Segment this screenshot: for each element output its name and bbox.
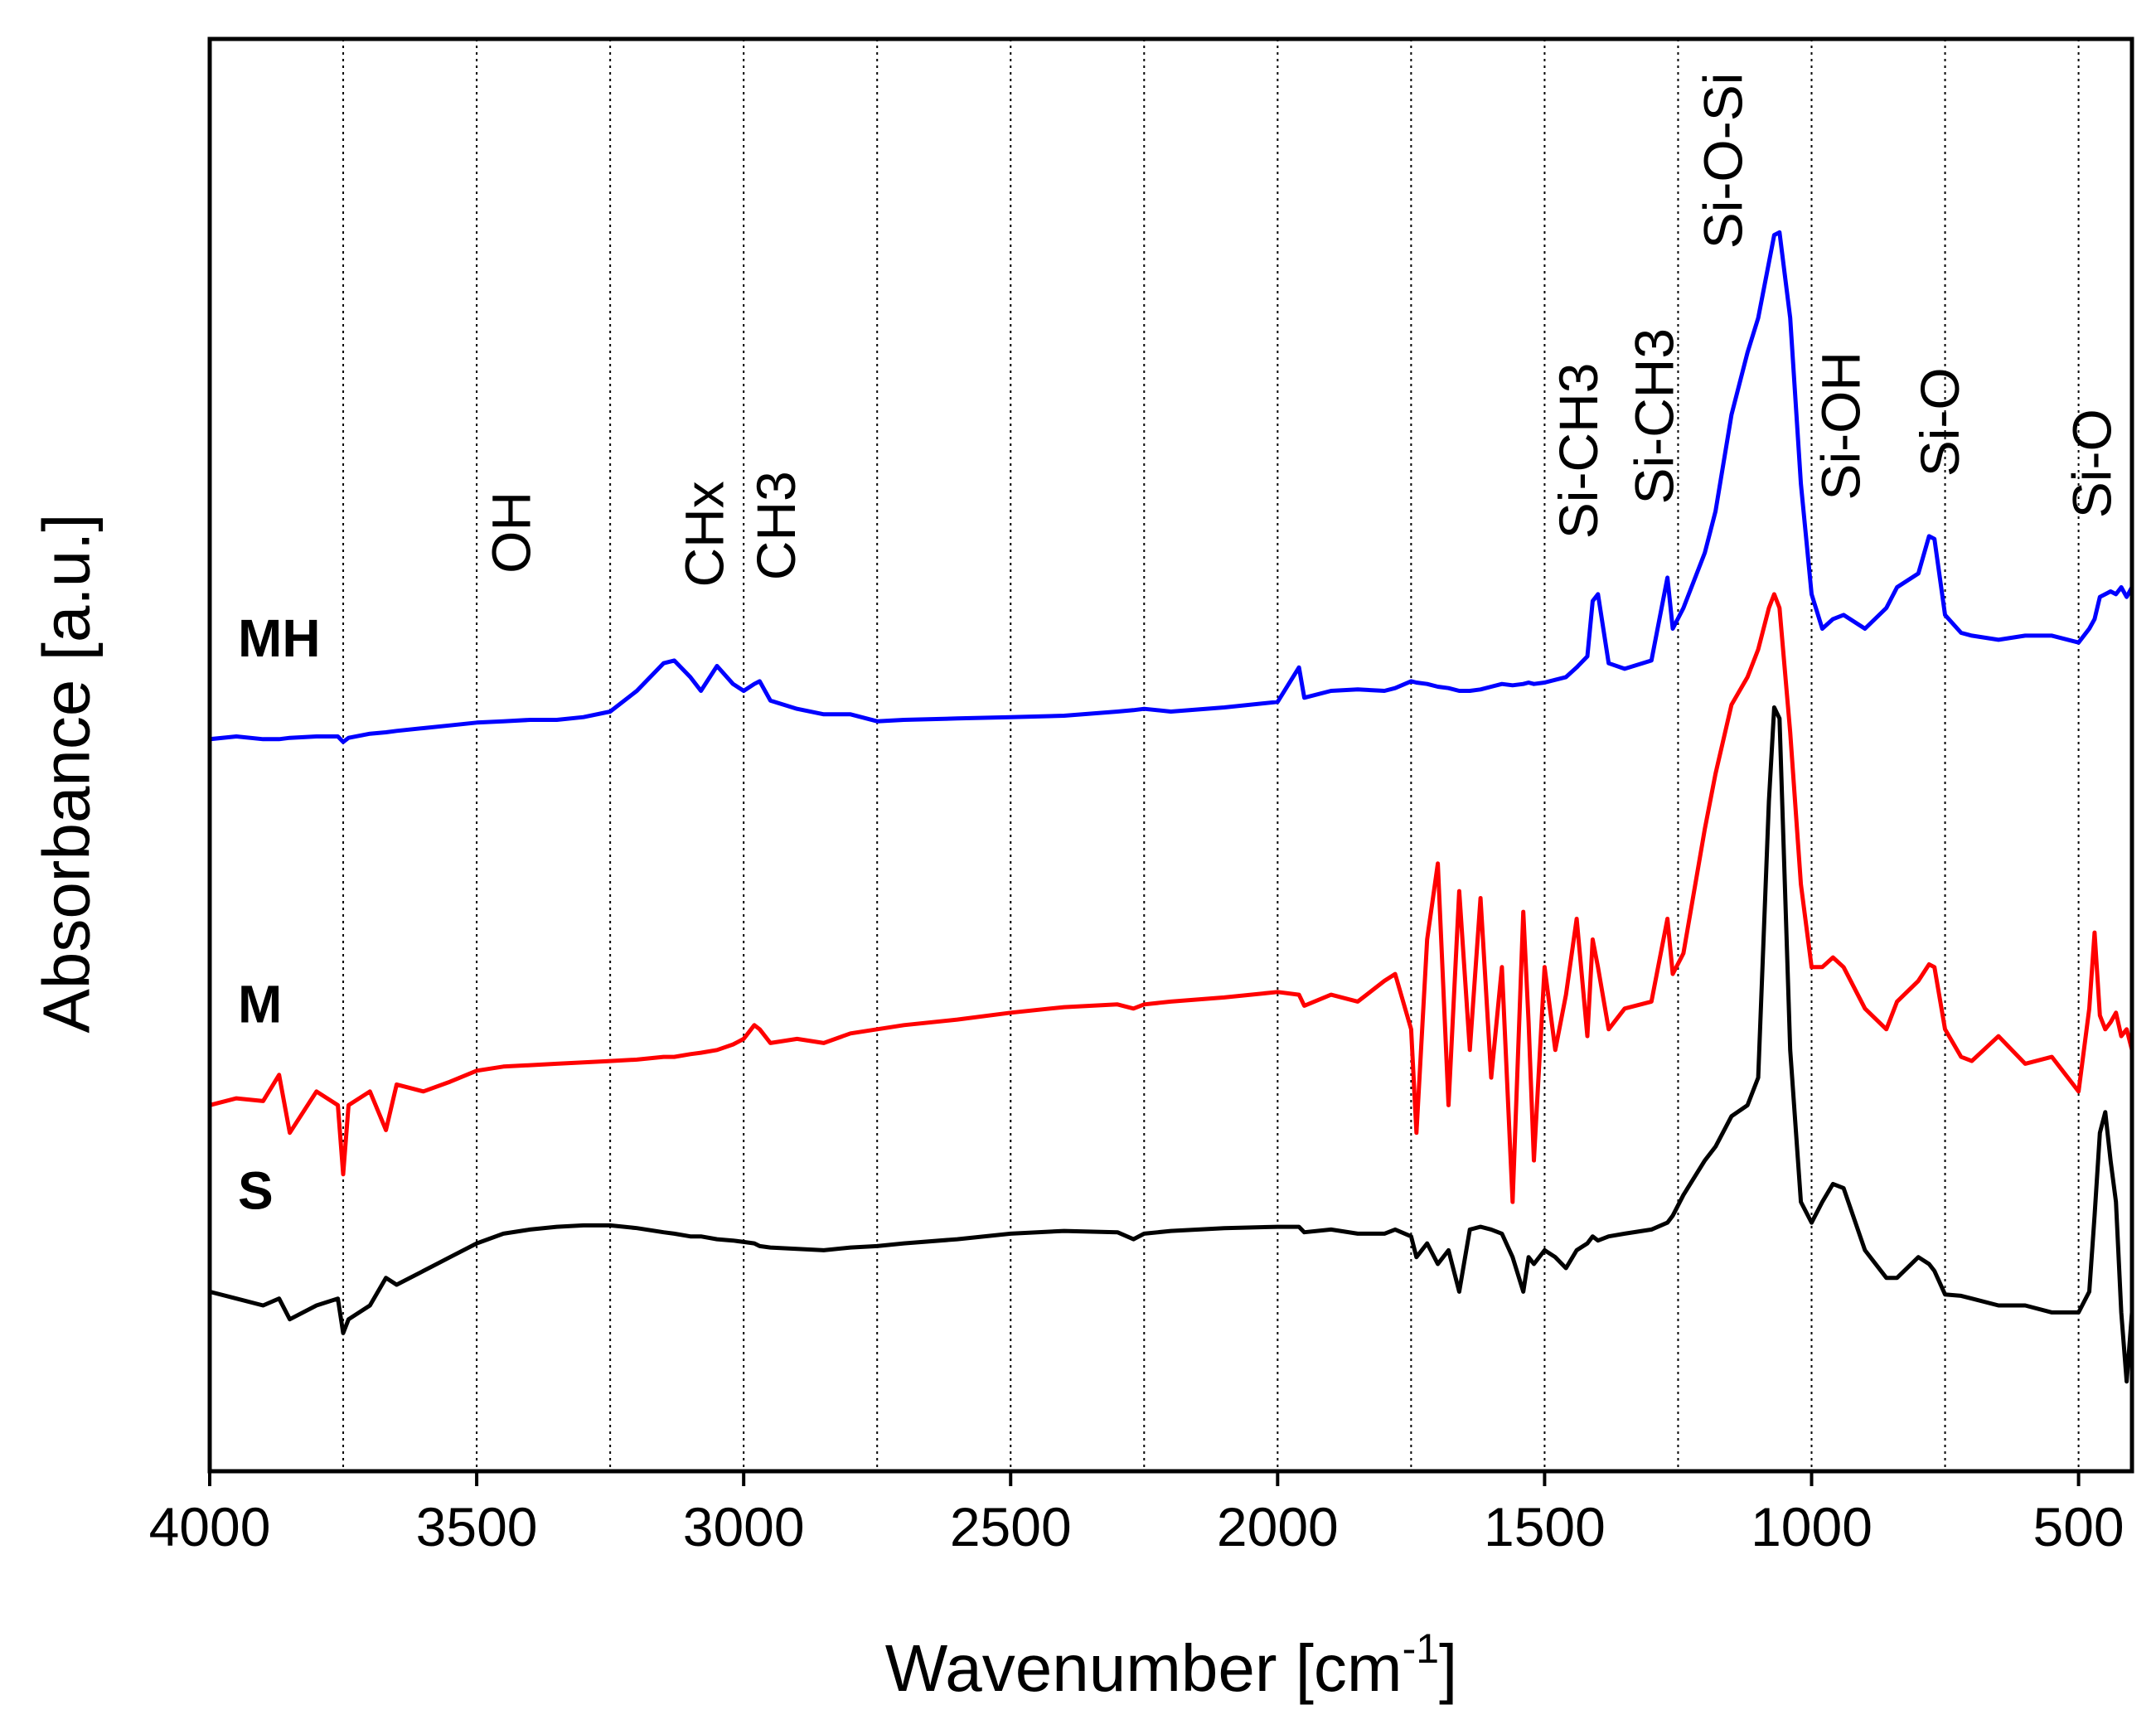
series-label: MH — [238, 608, 321, 668]
peak-annotation: OH — [480, 492, 541, 574]
x-tick-label: 2500 — [950, 1496, 1072, 1557]
x-tick-label: 500 — [2033, 1496, 2125, 1557]
series-label: S — [238, 1160, 274, 1220]
peak-annotation: CHx — [673, 481, 734, 587]
peak-annotation: CH3 — [745, 471, 807, 580]
peak-annotation: Si-O — [2062, 409, 2123, 518]
x-tick-label: 4000 — [149, 1496, 271, 1557]
x-tick-label: 1000 — [1751, 1496, 1873, 1557]
spectrum-line — [209, 230, 2134, 744]
x-axis-label-superscript: -1 — [1403, 1625, 1439, 1672]
peak-annotation: Si-O — [1909, 367, 1970, 477]
x-axis-label-main: Wavenumber [cm — [885, 1631, 1403, 1705]
spectrum-line — [209, 705, 2134, 1384]
spectrum-line — [209, 592, 2134, 1204]
peak-annotation: Si-CH3 — [1548, 363, 1609, 540]
x-tick-label: 1500 — [1484, 1496, 1606, 1557]
peak-annotation: Si-O-Si — [1693, 73, 1754, 249]
peak-annotation: Si-CH3 — [1623, 328, 1684, 505]
x-tick-label: 2000 — [1217, 1496, 1339, 1557]
peak-annotation: Si-OH — [1810, 351, 1871, 501]
x-axis-label-end: ] — [1439, 1631, 1457, 1705]
plot-frame — [207, 36, 2134, 1474]
y-axis-label: Absorbance [a.u.] — [30, 513, 104, 1033]
x-axis-label: Wavenumber [cm-1] — [885, 1625, 1458, 1705]
x-tick-label: 3500 — [416, 1496, 538, 1557]
x-tick-label: 3000 — [683, 1496, 805, 1557]
series-label: M — [238, 974, 282, 1034]
